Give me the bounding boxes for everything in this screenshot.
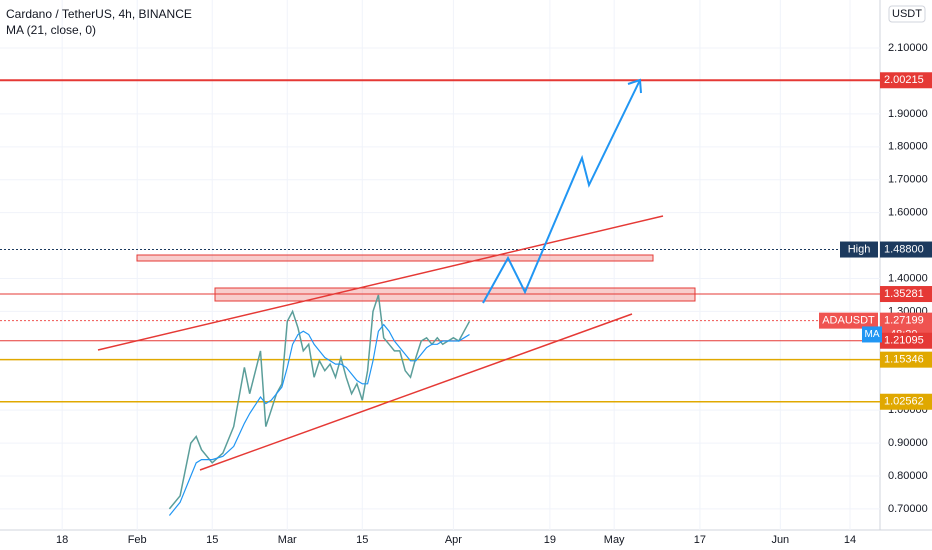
- grid: [0, 0, 880, 530]
- x-tick-label: Jun: [771, 534, 789, 546]
- y-tick-label: 1.90000: [888, 108, 928, 120]
- price-badge: [880, 72, 932, 89]
- currency-badge[interactable]: [888, 5, 926, 23]
- arrow-head: [627, 78, 642, 94]
- y-tick-label: 0.70000: [888, 503, 928, 515]
- x-tick-label: Apr: [445, 534, 462, 546]
- currency-label: USDT: [892, 8, 922, 20]
- series-line: [168, 323, 470, 516]
- x-tick-label: 19: [544, 534, 556, 546]
- y-tick-label: 0.80000: [888, 470, 928, 482]
- x-tick-label: 15: [206, 534, 218, 546]
- price-badge: [880, 286, 932, 303]
- name-badge: [840, 241, 878, 258]
- x-tick-label: May: [604, 534, 625, 546]
- x-tick-label: Feb: [128, 534, 147, 546]
- plot: [168, 294, 471, 516]
- price-badge-label: 1.35281: [884, 288, 924, 300]
- ma-badge-label: MA: [865, 329, 880, 340]
- y-tick-label: 0.90000: [888, 437, 928, 449]
- price-badge: [880, 241, 932, 258]
- y-tick-label: 1.70000: [888, 174, 928, 186]
- y-tick-label: 2.10000: [888, 42, 928, 54]
- price-badge-label: 2.00215: [884, 74, 924, 86]
- price-badge: [880, 393, 932, 410]
- x-tick-label: 14: [844, 534, 856, 546]
- y-tick-label: 1.40000: [888, 272, 928, 284]
- x-tick-label: 17: [694, 534, 706, 546]
- price-badge-label: 1.15346: [884, 354, 924, 366]
- x-tick-label: Mar: [278, 534, 297, 546]
- series-line: [168, 294, 471, 510]
- x-tick-label: 18: [56, 534, 68, 546]
- axes: 2.10000 1.90000 1.80000 1.70000 1.60000 1.400…: [56, 42, 932, 546]
- price-badge-label: 1.02562: [884, 396, 924, 408]
- y-tick-label: 1.80000: [888, 141, 928, 153]
- y-tick-label: 1.60000: [888, 207, 928, 219]
- chart-title: Cardano / TetherUS, 4h, BINANCE: [6, 7, 192, 21]
- levels: [0, 79, 880, 403]
- name-badge: [819, 312, 878, 329]
- x-tick-label: 15: [356, 534, 368, 546]
- name-badge-label: ADAUSDT: [822, 315, 875, 327]
- projection-arrow: [482, 79, 641, 304]
- indicator-legend: MA (21, close, 0): [6, 23, 96, 37]
- price-badge-label: 1.21095: [884, 335, 924, 347]
- price-badge: [880, 351, 932, 368]
- price-badge: [880, 332, 932, 349]
- trendline: [199, 313, 633, 471]
- name-badge-label: High: [848, 243, 871, 255]
- price-badge-label: 1.48800: [884, 243, 924, 255]
- trendline: [97, 215, 664, 351]
- resistance-zone: [136, 254, 654, 262]
- price-badge-label: 1.27199: [884, 315, 924, 327]
- ma-badge: [862, 326, 882, 343]
